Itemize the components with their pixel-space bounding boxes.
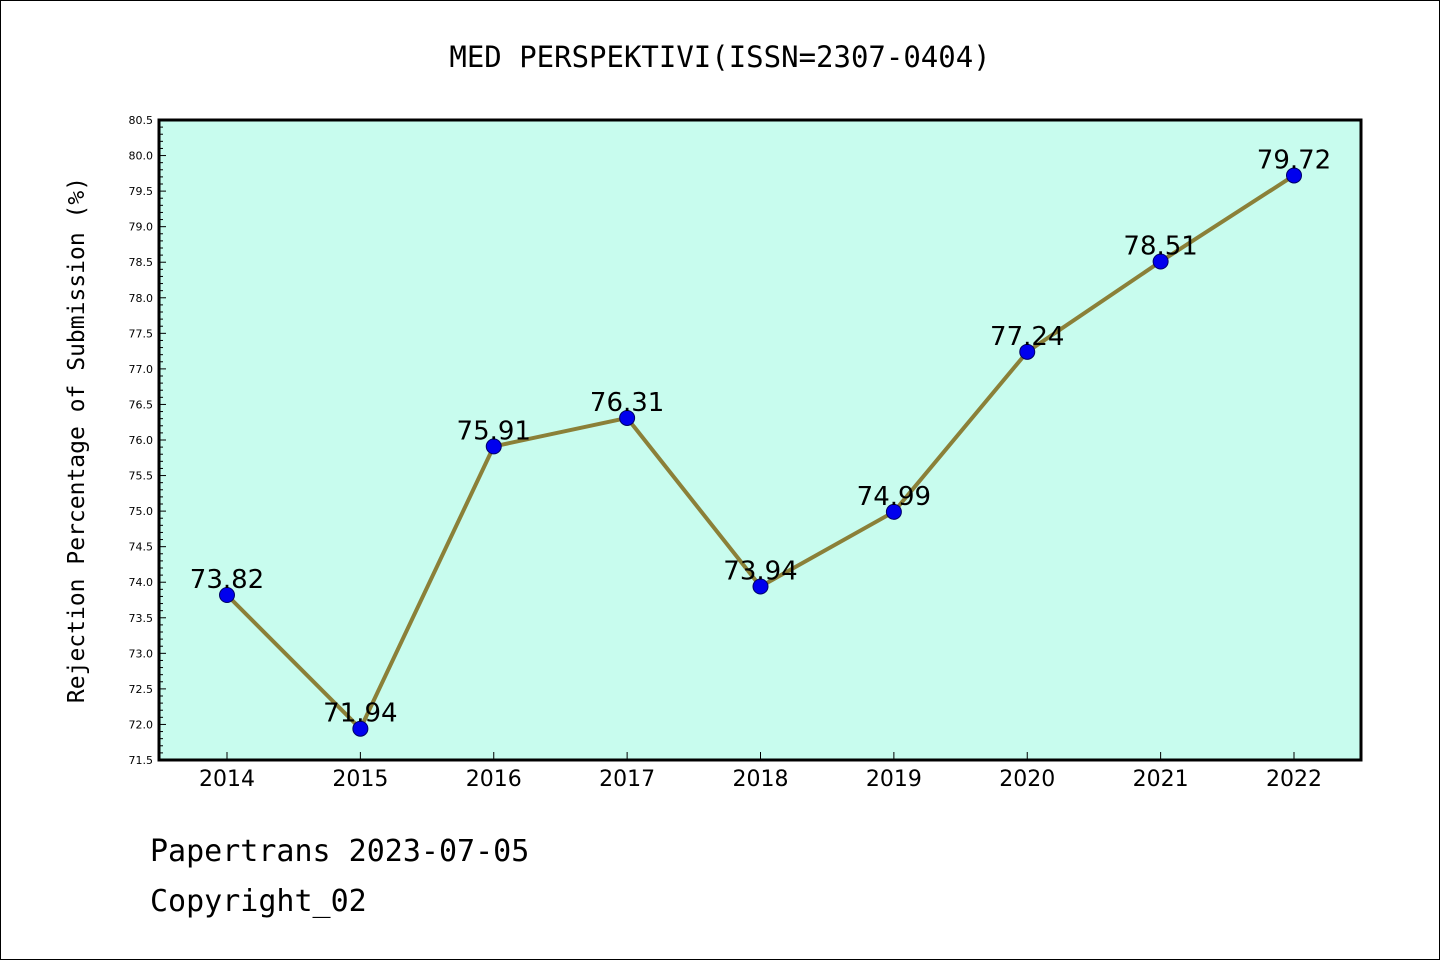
data-point (619, 409, 636, 426)
data-point (1152, 253, 1169, 270)
x-tick-label: 2014 (199, 767, 255, 792)
data-label: 76.31 (590, 388, 664, 418)
y-tick-label: 76.0 (129, 434, 154, 447)
data-point (885, 503, 902, 520)
y-tick-label: 71.5 (129, 754, 154, 767)
x-tick-label: 2022 (1266, 767, 1322, 792)
y-tick-label: 79.5 (129, 185, 154, 198)
x-tick-label: 2019 (866, 767, 922, 792)
y-tick-label: 74.0 (129, 576, 154, 589)
y-tick-label: 74.5 (129, 541, 154, 554)
x-axis: 2014 2015 2016 2017 2018 2019 2020 2021 2022 (199, 752, 1322, 792)
data-point (1019, 343, 1036, 360)
y-axis-title: Rejection Percentage of Submission (%) (64, 177, 90, 703)
y-tick-label: 75.5 (129, 470, 154, 483)
y-tick-label: 78.5 (129, 256, 154, 269)
y-tick-label: 73.0 (129, 647, 154, 660)
y-tick-label: 80.0 (129, 150, 154, 163)
x-tick-label: 2017 (599, 767, 655, 792)
data-point (752, 578, 769, 595)
data-point (1286, 167, 1302, 184)
y-tick-label: 75.0 (129, 505, 154, 518)
x-tick-label: 2015 (332, 767, 388, 792)
y-axis: 71.5 72.0 72.5 73.0 73.5 74.0 74.5 75.0 75.5 76.0… (129, 114, 166, 767)
y-tick-label: 78.0 (129, 292, 154, 305)
data-label: 77.24 (990, 322, 1064, 352)
x-tick-label: 2020 (999, 767, 1055, 792)
y-tick-label: 72.5 (129, 683, 154, 696)
series-group: 73.82 71.94 75.91 76.31 73.94 74.99 77.24 78.51… (190, 145, 1331, 737)
y-tick-label: 72.0 (129, 718, 154, 731)
data-label: 78.51 (1123, 232, 1197, 262)
x-tick-label: 2018 (733, 767, 789, 792)
y-tick-label: 80.5 (129, 114, 154, 127)
y-tick-label: 73.5 (129, 612, 154, 625)
data-label: 71.94 (323, 699, 397, 729)
y-tick-label: 76.5 (129, 398, 154, 411)
footer-copyright: Copyright_02 (150, 884, 367, 919)
chart-title: MED PERSPEKTIVI(ISSN=2307-0404) (449, 40, 990, 74)
data-label: 73.82 (190, 565, 264, 595)
footer-source: Papertrans 2023-07-05 (150, 834, 530, 869)
data-label: 74.99 (857, 482, 931, 512)
y-tick-label: 79.0 (129, 221, 154, 234)
data-point (219, 587, 235, 604)
y-tick-label: 77.5 (129, 327, 154, 340)
x-tick-label: 2021 (1133, 767, 1189, 792)
data-label: 75.91 (457, 416, 531, 446)
plot-area (159, 120, 1361, 760)
plot-border (157, 118, 1363, 762)
data-point (485, 438, 502, 455)
y-tick-label: 77.0 (129, 363, 154, 376)
data-point (352, 720, 369, 737)
x-tick-label: 2016 (466, 767, 522, 792)
data-label: 73.94 (723, 556, 797, 586)
data-label: 79.72 (1257, 145, 1331, 175)
